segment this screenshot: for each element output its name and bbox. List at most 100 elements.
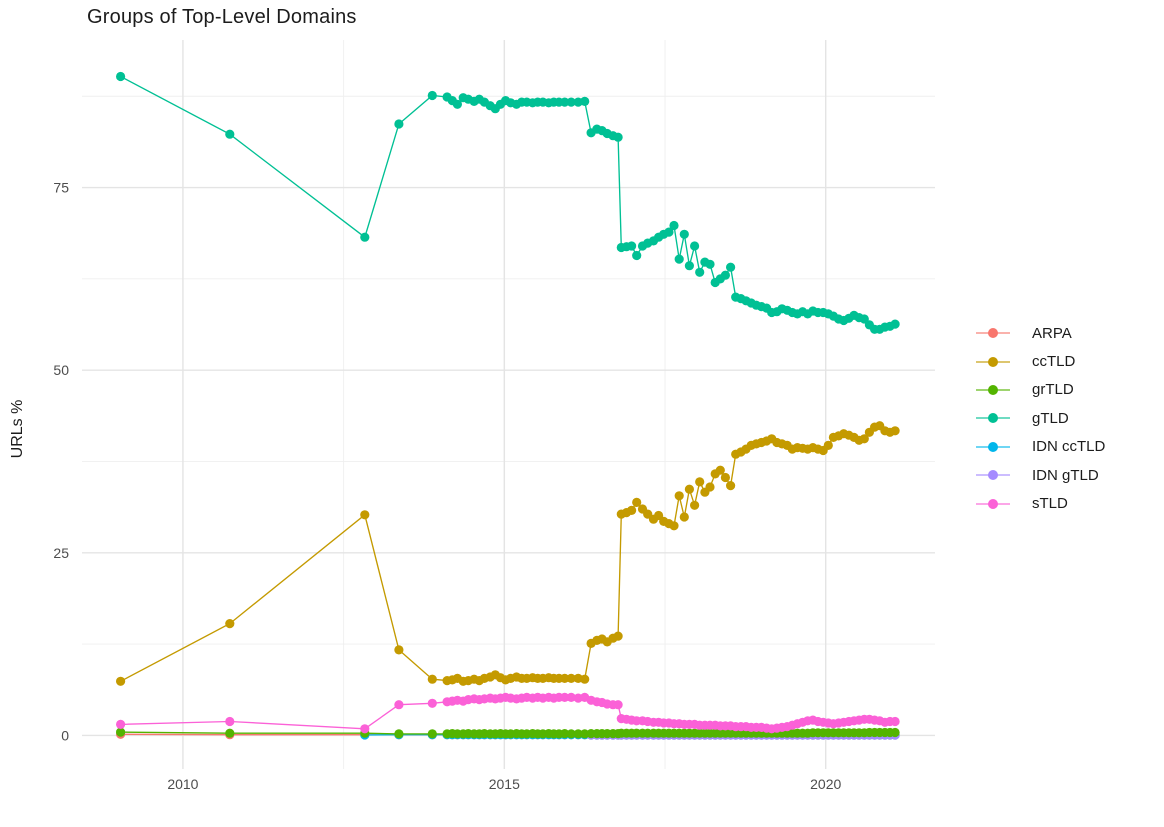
- legend-label: ARPA: [1032, 324, 1072, 342]
- legend-key-icon: [976, 384, 1010, 395]
- legend-item-ccTLD: ccTLD: [974, 347, 1105, 375]
- data-point: [580, 96, 590, 106]
- data-point: [695, 477, 705, 487]
- data-point: [580, 674, 590, 684]
- x-tick-label: 2010: [167, 776, 198, 792]
- legend-item-gTLD: gTLD: [974, 404, 1105, 432]
- data-point: [566, 673, 576, 684]
- data-point: [560, 729, 570, 739]
- legend-label: sTLD: [1032, 495, 1068, 513]
- legend-key-dot: [988, 384, 998, 395]
- data-point: [669, 521, 679, 531]
- series-ccTLD: [116, 421, 900, 686]
- data-point: [452, 99, 462, 109]
- legend-item-sTLD: sTLD: [974, 489, 1105, 517]
- data-point: [726, 481, 736, 491]
- series-line: [120, 75, 896, 330]
- data-point: [695, 267, 705, 277]
- legend-item-IDN-ccTLD: IDN ccTLD: [974, 433, 1105, 461]
- data-point: [726, 262, 736, 272]
- data-point: [116, 71, 126, 82]
- data-point: [566, 692, 576, 703]
- data-point: [890, 716, 900, 727]
- data-point: [679, 229, 689, 239]
- data-point: [627, 505, 637, 515]
- legend-label: ccTLD: [1032, 353, 1076, 371]
- legend-key-dot: [988, 356, 998, 367]
- legend-key-dot: [988, 413, 998, 424]
- data-point: [705, 482, 715, 492]
- legend-key-dot: [988, 470, 998, 481]
- legend-key-icon: [976, 470, 1010, 481]
- legend-key-dot: [988, 498, 998, 509]
- data-point: [225, 619, 235, 629]
- data-point: [116, 676, 126, 686]
- legend-item-ARPA: ARPA: [974, 319, 1105, 347]
- legend-label: gTLD: [1032, 409, 1069, 427]
- data-point: [360, 510, 370, 520]
- y-axis-title: URLs %: [9, 399, 26, 459]
- legend-label: IDN ccTLD: [1032, 438, 1106, 456]
- data-point: [560, 673, 570, 684]
- data-point: [720, 270, 731, 280]
- data-point: [890, 727, 900, 738]
- data-point: [560, 692, 570, 703]
- legend-label: grTLD: [1032, 381, 1074, 399]
- data-point: [394, 729, 404, 739]
- y-tick-label: 25: [53, 545, 69, 561]
- data-point: [560, 97, 570, 107]
- y-tick-label: 50: [53, 362, 69, 378]
- chart-title: Groups of Top-Level Domains: [87, 6, 357, 28]
- data-point: [684, 261, 695, 271]
- data-point: [427, 729, 437, 739]
- legend-key-icon: [976, 328, 1010, 339]
- series-sTLD: [116, 692, 900, 734]
- data-point: [613, 631, 623, 641]
- legend-label: IDN gTLD: [1032, 466, 1099, 484]
- data-point: [566, 97, 576, 107]
- data-point: [627, 241, 637, 251]
- data-point: [360, 724, 370, 734]
- legend-key-dot: [988, 441, 998, 452]
- data-point: [664, 227, 674, 237]
- data-point: [573, 729, 583, 739]
- legend-key-icon: [976, 356, 1010, 367]
- data-point: [116, 727, 126, 737]
- data-point: [890, 319, 900, 329]
- legend-item-IDN-gTLD: IDN gTLD: [974, 461, 1105, 489]
- data-point: [859, 434, 869, 444]
- series-line: [120, 424, 896, 682]
- data-point: [674, 254, 684, 264]
- data-point: [613, 700, 623, 710]
- data-point: [613, 132, 623, 142]
- data-point: [669, 220, 679, 231]
- data-point: [427, 698, 437, 708]
- data-point: [705, 259, 715, 269]
- legend-item-grTLD: grTLD: [974, 376, 1105, 404]
- data-point: [566, 729, 576, 739]
- data-point: [890, 426, 900, 436]
- data-point: [679, 512, 689, 522]
- legend-key-dot: [988, 328, 998, 339]
- x-tick-label: 2015: [489, 776, 520, 792]
- y-tick-label: 75: [53, 180, 69, 196]
- data-point: [427, 90, 437, 101]
- data-point: [360, 232, 370, 242]
- data-point: [394, 645, 404, 655]
- data-point: [690, 241, 700, 251]
- x-tick-label: 2020: [810, 776, 841, 792]
- series-gTLD: [116, 71, 900, 334]
- data-point: [823, 440, 833, 450]
- legend-key-icon: [976, 441, 1010, 452]
- data-point: [720, 472, 731, 483]
- data-point: [225, 129, 235, 139]
- data-point: [632, 250, 642, 261]
- data-point: [715, 465, 725, 475]
- legend-key-icon: [976, 413, 1010, 424]
- legend-key-icon: [976, 498, 1010, 509]
- data-point: [690, 500, 700, 510]
- data-point: [116, 719, 126, 730]
- data-point: [427, 674, 437, 684]
- y-tick-label: 0: [61, 727, 69, 743]
